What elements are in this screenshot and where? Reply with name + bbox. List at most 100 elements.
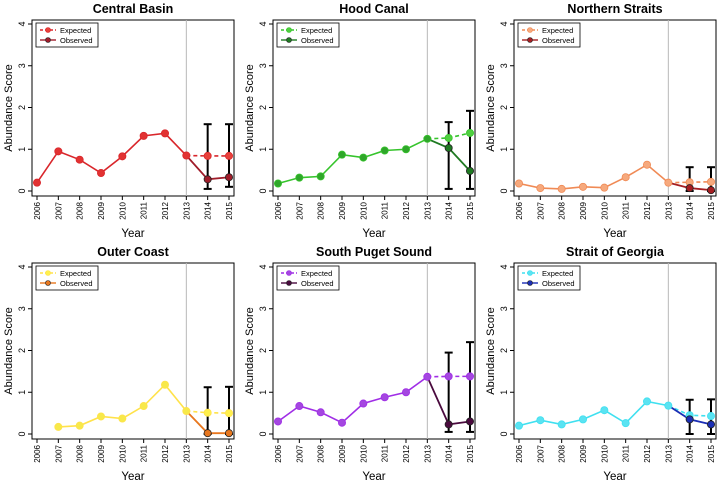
observed-point	[183, 152, 190, 159]
observed-point	[119, 153, 126, 160]
x-tick-label: 2009	[97, 444, 106, 462]
x-tick-label: 2015	[225, 201, 234, 219]
x-tick-label: 2011	[381, 444, 390, 462]
x-tick-label: 2014	[686, 201, 695, 219]
expected-point	[445, 373, 452, 380]
legend-observed-label: Observed	[60, 279, 93, 288]
x-tick-label: 2015	[466, 201, 475, 219]
x-tick-label: 2007	[295, 444, 304, 462]
expected-point	[466, 129, 473, 136]
observed-point	[33, 179, 40, 186]
legend-observed-label: Observed	[301, 36, 334, 45]
observed-point	[466, 418, 473, 425]
observed-point	[55, 148, 62, 155]
observed-point	[537, 184, 544, 191]
y-axis-label: Abundance Score	[244, 64, 256, 151]
observed-point	[76, 156, 83, 163]
observed-point	[707, 187, 714, 194]
expected-point	[466, 373, 473, 380]
legend-observed-marker	[528, 38, 533, 43]
y-tick-label: 4	[17, 21, 27, 26]
panel-title: Outer Coast	[97, 245, 169, 259]
legend-observed-label: Observed	[542, 36, 575, 45]
y-axis-label: Abundance Score	[244, 307, 256, 394]
x-tick-label: 2009	[97, 201, 106, 219]
x-tick-label: 2006	[33, 444, 42, 462]
observed-point	[76, 422, 83, 429]
observed-point	[381, 147, 388, 154]
y-tick-label: 1	[258, 147, 268, 152]
x-tick-label: 2014	[204, 444, 213, 462]
legend-expected-marker	[287, 28, 292, 33]
x-tick-label: 2014	[445, 444, 454, 462]
observed-point	[601, 184, 608, 191]
observed-point	[665, 179, 672, 186]
x-tick-label: 2008	[558, 444, 567, 462]
x-tick-label: 2013	[423, 444, 432, 462]
x-tick-label: 2007	[295, 201, 304, 219]
legend-expected-label: Expected	[542, 26, 573, 35]
observed-point	[445, 144, 452, 151]
x-tick-label: 2012	[402, 444, 411, 462]
observed-point	[119, 415, 126, 422]
observed-point	[338, 151, 345, 158]
x-tick-label: 2010	[118, 201, 127, 219]
x-tick-label: 2007	[54, 444, 63, 462]
x-tick-label: 2009	[579, 201, 588, 219]
observed-point	[424, 135, 431, 142]
x-axis-label: Year	[362, 228, 385, 240]
observed-point	[601, 407, 608, 414]
y-tick-label: 2	[499, 105, 509, 110]
y-tick-label: 0	[499, 188, 509, 193]
legend-expected-marker	[528, 28, 533, 33]
x-tick-label: 2013	[182, 201, 191, 219]
legend-expected-marker	[46, 271, 51, 276]
y-tick-label: 2	[258, 105, 268, 110]
y-tick-label: 2	[17, 348, 27, 353]
x-tick-label: 2015	[466, 444, 475, 462]
panel-title: Northern Straits	[567, 2, 662, 16]
legend-expected-label: Expected	[542, 269, 573, 278]
observed-point	[466, 167, 473, 174]
observed-point	[643, 398, 650, 405]
y-tick-label: 3	[258, 306, 268, 311]
y-tick-label: 4	[499, 264, 509, 269]
panel-title: South Puget Sound	[316, 245, 432, 259]
x-tick-label: 2006	[33, 201, 42, 219]
x-tick-label: 2007	[536, 201, 545, 219]
y-tick-label: 3	[258, 63, 268, 68]
y-tick-label: 2	[499, 348, 509, 353]
x-tick-label: 2013	[664, 444, 673, 462]
x-tick-label: 2008	[76, 201, 85, 219]
observed-point	[424, 373, 431, 380]
x-axis-label: Year	[121, 228, 144, 240]
y-axis-label: Abundance Score	[485, 307, 497, 394]
observed-point	[622, 420, 629, 427]
legend-observed-marker	[528, 281, 533, 286]
y-tick-label: 0	[17, 431, 27, 436]
legend-observed-marker	[287, 38, 292, 43]
expected-point	[204, 152, 211, 159]
observed-point	[225, 174, 232, 181]
y-tick-label: 1	[499, 147, 509, 152]
y-tick-label: 4	[499, 21, 509, 26]
legend-observed-label: Observed	[60, 36, 93, 45]
observed-point	[360, 400, 367, 407]
x-tick-label: 2009	[579, 444, 588, 462]
panel-title: Central Basin	[93, 2, 174, 16]
x-tick-label: 2007	[54, 201, 63, 219]
observed-point	[317, 173, 324, 180]
observed-point	[274, 180, 281, 187]
y-tick-label: 1	[258, 390, 268, 395]
expected-point	[225, 152, 232, 159]
legend-observed-marker	[46, 38, 51, 43]
y-tick-label: 4	[17, 264, 27, 269]
observed-series-line	[278, 377, 427, 423]
legend-expected-marker	[46, 28, 51, 33]
x-tick-label: 2006	[515, 444, 524, 462]
